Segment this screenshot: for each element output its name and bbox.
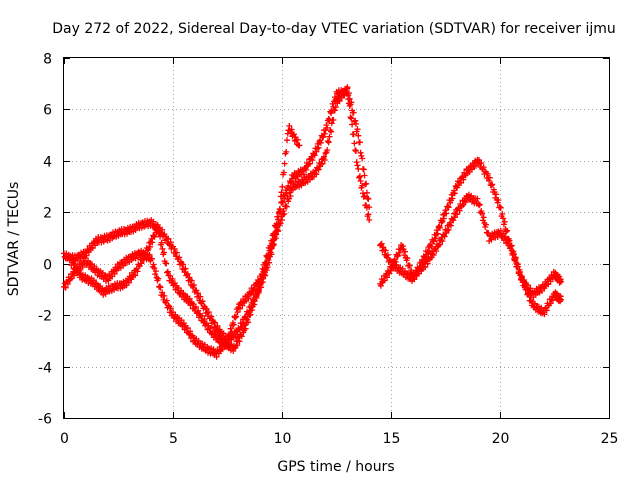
plot-frame [63, 57, 610, 419]
series-trace-2 [61, 84, 373, 346]
x-tick-label: 5 [169, 431, 178, 447]
x-tick-label: 20 [492, 431, 510, 447]
series-markers [377, 191, 564, 318]
series-markers [377, 156, 564, 301]
series-trace-5 [377, 156, 564, 301]
y-tick-label: -2 [38, 309, 52, 325]
x-tick-label: 25 [601, 431, 619, 447]
y-tick-label: 2 [43, 206, 52, 222]
series-trace-4 [377, 191, 564, 318]
series-trace-1 [61, 85, 373, 360]
series-markers [61, 84, 373, 346]
axis-ticks: 0 5 10 15 20 25 -6 -4 -2 0 2 4 6 8 [38, 52, 618, 448]
data-series [61, 84, 564, 360]
chart-title: Day 272 of 2022, Sidereal Day-to-day VTE… [52, 21, 616, 37]
grid-layer [64, 58, 609, 418]
series-markers [61, 85, 373, 360]
y-tick-label: -6 [38, 412, 52, 428]
x-axis-title: GPS time / hours [277, 459, 394, 475]
y-tick-label: 0 [43, 258, 52, 274]
y-tick-label: -4 [38, 361, 52, 377]
x-tick-label: 10 [274, 431, 292, 447]
x-tick-label: 0 [60, 431, 69, 447]
series-markers [67, 122, 303, 354]
y-tick-label: 6 [43, 103, 52, 119]
y-axis-title: SDTVAR / TECUs [6, 182, 22, 297]
y-tick-label: 4 [43, 155, 52, 171]
x-tick-label: 15 [383, 431, 401, 447]
y-tick-label: 8 [43, 52, 52, 68]
series-trace-3 [67, 122, 303, 354]
